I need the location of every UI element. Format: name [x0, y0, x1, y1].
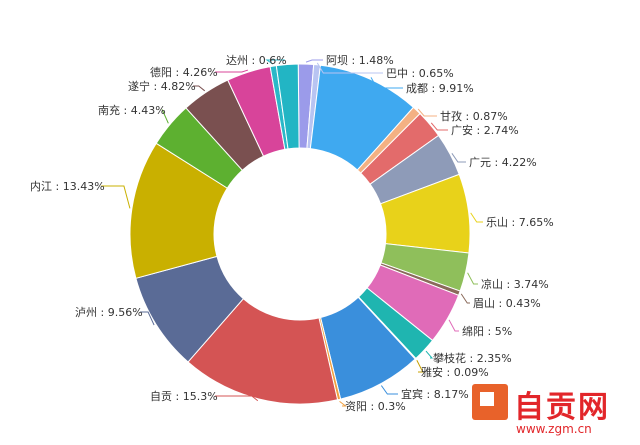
slice-label-乐山: 乐山 : 7.65% [486, 216, 554, 229]
leader-line-阿坝 [305, 59, 323, 63]
slice-label-德阳: 德阳 : 4.26% [150, 65, 218, 79]
leader-line-广元 [451, 153, 466, 163]
slice-label-泸州: 泸州 : 9.56% [75, 306, 143, 319]
slice-label-雅安: 雅安 : 0.09% [421, 365, 489, 379]
slice-label-阿坝: 阿坝 : 1.48% [326, 53, 394, 67]
slice-unlabeled [275, 63, 300, 150]
logo-name: 自贡网 [514, 390, 610, 425]
slice-label-广元: 广元 : 4.22% [469, 156, 537, 169]
slice-label-眉山: 眉山 : 0.43% [473, 297, 541, 310]
leader-line-眉山 [460, 293, 470, 304]
leader-line-达州 [265, 59, 285, 65]
leader-line-layer [101, 59, 483, 407]
leader-line-甘孜 [417, 108, 437, 117]
slice-label-巴中: 巴中 : 0.65% [386, 67, 454, 80]
leader-line-内江 [101, 185, 131, 209]
slice-label-甘孜: 甘孜 : 0.87% [440, 109, 508, 123]
slice-label-绵阳: 绵阳 : 5% [462, 324, 512, 338]
leader-line-乐山 [470, 212, 483, 223]
slice-label-内江: 内江 : 13.43% [30, 179, 105, 193]
leader-line-资阳 [339, 400, 348, 407]
slice-label-凉山: 凉山 : 3.74% [481, 277, 549, 291]
leader-line-巴中 [316, 62, 383, 74]
leader-line-攀枝花 [425, 350, 434, 359]
slice-label-宜宾: 宜宾 : 8.17% [401, 387, 469, 401]
slice-label-资阳: 资阳 : 0.3% [345, 400, 406, 413]
zigong-logo: 自贡网 www.zgm.cn [472, 384, 632, 442]
slice-label-南充: 南充 : 4.43% [98, 103, 166, 117]
label-layer: 阿坝 : 1.48%巴中 : 0.65% 成都 : 9.91% 甘孜 : 0.87%… [30, 53, 554, 413]
leader-line-德阳 [215, 69, 249, 73]
slice-layer [129, 63, 471, 405]
logo-mark-icon [472, 384, 508, 420]
leader-line-泸州 [140, 311, 155, 326]
slice-label-成都: 成都 : 9.91% [406, 82, 474, 95]
leader-line-成都 [370, 77, 403, 89]
leader-line-广安 [430, 122, 448, 131]
leader-line-绵阳 [448, 319, 459, 332]
slice-label-广安: 广安 : 2.74% [451, 123, 519, 137]
leader-line-宜宾 [380, 385, 398, 395]
leader-line-凉山 [467, 272, 478, 285]
leader-line-南充 [161, 109, 169, 124]
slice-label-达州: 达州 : 0.6% [226, 54, 287, 67]
leader-line-自贡 [215, 395, 259, 402]
leader-line-雅安 [416, 359, 424, 373]
slice-label-攀枝花: 攀枝花 : 2.35% [433, 351, 512, 365]
logo-url: www.zgm.cn [516, 422, 592, 436]
leader-line-遂宁 [193, 85, 206, 92]
slice-label-自贡: 自贡 : 15.3% [150, 390, 218, 403]
slice-label-遂宁: 遂宁 : 4.82% [128, 79, 196, 93]
